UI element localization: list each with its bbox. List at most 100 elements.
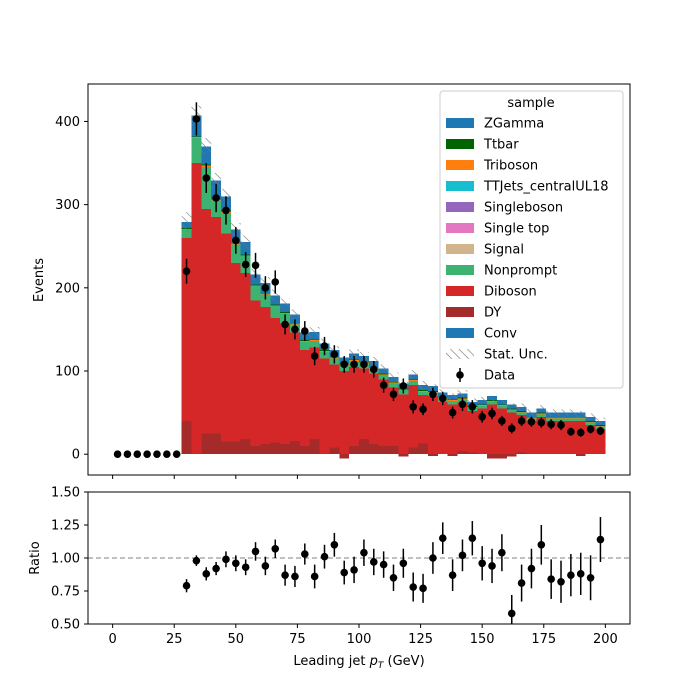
bar-diboson	[388, 387, 399, 446]
bar-diboson	[516, 415, 527, 453]
stat-unc-band	[240, 235, 251, 249]
data-point	[429, 390, 437, 399]
data-point	[567, 427, 575, 436]
bar-ttbar	[536, 412, 547, 414]
ratio-point	[192, 556, 201, 565]
ratio-plot-area	[88, 517, 630, 624]
ratio-x-tick-label: 100	[347, 632, 372, 647]
ratio-point	[389, 574, 398, 582]
legend-label-ttjets-centralul18: TTJets_centralUL18	[483, 180, 609, 195]
ratio-x-ticks: 0 25 50 75 100 125 150 175 200	[108, 624, 618, 647]
legend-swatch-stat-unc	[446, 349, 474, 359]
bar-dy	[496, 454, 507, 459]
x-axis-label-suffix: (GeV)	[383, 654, 424, 669]
ratio-y-tick-label: 0.50	[51, 618, 80, 633]
legend-swatch-data-point	[456, 371, 464, 379]
bar-triboson	[556, 417, 566, 419]
legend-entry-ttjets-centralul18: TTJets_centralUL18	[446, 180, 609, 195]
ratio-point	[369, 558, 378, 566]
stat-unc-band	[556, 409, 566, 416]
bar-diboson	[595, 429, 606, 455]
ratio-point	[429, 554, 437, 562]
bar-nonprompt	[477, 405, 488, 409]
bar-triboson	[546, 417, 557, 419]
data-point	[547, 420, 555, 429]
bar-nonprompt	[585, 422, 596, 426]
bar-ttbar	[556, 416, 566, 418]
bar-diboson	[368, 373, 379, 445]
data-point	[291, 325, 299, 334]
data-point	[143, 450, 151, 459]
data-point	[557, 421, 565, 429]
ratio-x-tick-label: 50	[228, 632, 245, 647]
legend-swatch-ttjets-centralul18	[446, 181, 474, 191]
legend-swatch-dy	[446, 307, 474, 317]
data-point	[537, 418, 546, 427]
legend-label-singleboson: Singleboson	[484, 201, 563, 216]
stat-unc-band	[477, 396, 488, 404]
bar-dy	[329, 447, 340, 455]
ratio-point	[517, 579, 526, 587]
data-point	[330, 350, 339, 359]
legend-swatch-single-top	[446, 223, 474, 233]
bar-triboson	[309, 340, 320, 342]
bar-zgamma	[280, 307, 291, 312]
bar-zgamma	[250, 279, 261, 285]
data-point	[360, 360, 368, 369]
bar-diboson	[487, 404, 497, 455]
ratio-point	[241, 563, 250, 572]
bar-nonprompt	[516, 412, 527, 416]
data-point	[350, 360, 358, 369]
ratio-point	[340, 568, 349, 577]
ratio-point	[350, 566, 358, 574]
stat-unc-band	[506, 403, 517, 411]
bar-triboson	[575, 417, 586, 419]
main-y-axis-label: Events	[32, 258, 47, 302]
ratio-point	[468, 534, 477, 542]
bar-dy	[378, 445, 389, 455]
ratio-point	[301, 550, 309, 558]
bar-triboson	[408, 380, 419, 381]
stat-unc-band	[457, 390, 468, 397]
bar-nonprompt	[378, 375, 389, 380]
bar-dy	[467, 452, 478, 455]
data-point	[448, 408, 457, 417]
bar-diboson	[496, 408, 507, 455]
ratio-point	[596, 535, 605, 544]
data-point	[527, 417, 536, 426]
ratio-point	[507, 609, 516, 618]
legend-label-conv: Conv	[484, 327, 517, 342]
bar-triboson	[191, 137, 202, 139]
bar-diboson	[299, 350, 310, 446]
ratio-y-ticks: 0.50 0.75 1.00 1.25 1.50	[51, 486, 88, 633]
ratio-point	[557, 577, 565, 586]
bar-diboson	[201, 208, 212, 434]
ratio-panel: 0.50 0.75 1.00 1.25 1.50 0 25 50 75 100 125 150 175…	[28, 486, 631, 671]
x-axis-label-var: p	[369, 654, 378, 669]
legend-label-dy: DY	[484, 306, 501, 321]
legend-label-ttbar: Ttbar	[483, 138, 519, 153]
stat-unc-band	[211, 173, 222, 188]
data-point	[163, 450, 171, 459]
main-plot-area	[113, 102, 606, 459]
bar-nonprompt	[181, 229, 192, 238]
legend-label-data: Data	[484, 369, 515, 384]
bar-ttbar	[280, 311, 291, 313]
main-panel: 0 100 200 300 400 Events	[32, 83, 631, 479]
legend-entry-diboson: Diboson	[446, 285, 537, 300]
bar-diboson	[319, 358, 330, 455]
legend: sample ZGamma Ttbar Triboson TTJets_central…	[439, 90, 624, 389]
stat-unc-band	[546, 409, 557, 416]
bar-dy	[260, 444, 271, 455]
data-point	[320, 342, 329, 350]
legend-label-diboson: Diboson	[484, 285, 537, 300]
legend-swatch-signal	[446, 244, 474, 254]
data-point	[438, 394, 447, 403]
bar-nonprompt	[299, 341, 310, 351]
legend-swatch-conv	[446, 328, 474, 338]
ratio-point	[458, 551, 467, 560]
ratio-point	[379, 560, 388, 569]
bar-nonprompt	[388, 383, 399, 388]
ratio-point	[537, 541, 546, 549]
ratio-point	[498, 548, 506, 557]
